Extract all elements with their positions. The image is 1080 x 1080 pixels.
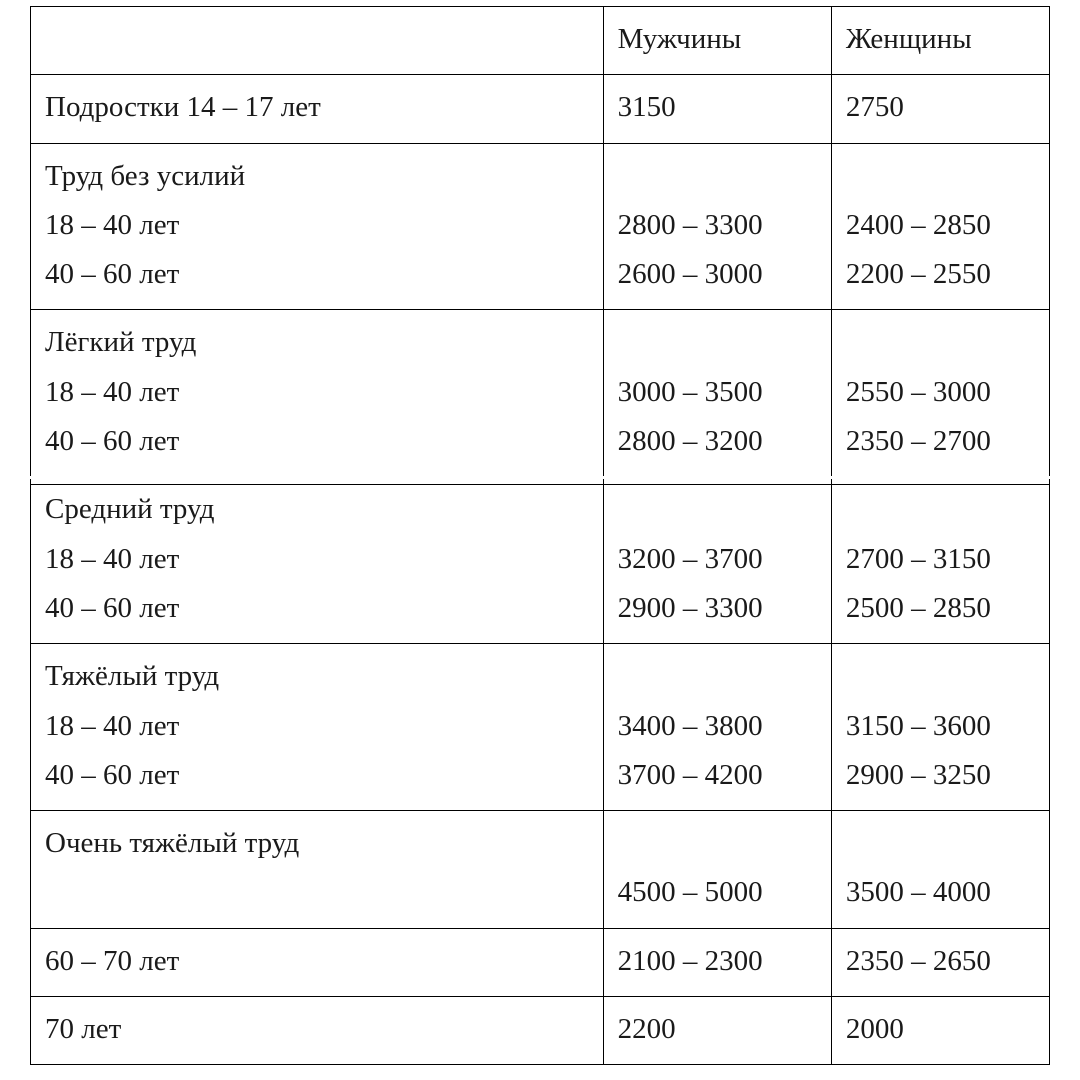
group-header: Труд без усилий <box>45 152 589 201</box>
group-header: Очень тяжёлый труд <box>45 819 589 868</box>
sub-value: 2200 – 2550 <box>846 250 1035 299</box>
sub-value: 2800 – 3200 <box>618 417 817 466</box>
sub-value: 3500 – 4000 <box>846 868 1035 917</box>
cell-women: 2000 <box>831 997 1049 1065</box>
sub-value: 3000 – 3500 <box>618 368 817 417</box>
sub-value: 2800 – 3300 <box>618 201 817 250</box>
sub-value: 2900 – 3300 <box>618 584 817 633</box>
sub-label: 40 – 60 лет <box>45 417 589 466</box>
row-label: 60 – 70 лет <box>31 928 604 996</box>
group-header: Лёгкий труд <box>45 318 589 367</box>
table-row: Тяжёлый труд 18 – 40 лет 40 – 60 лет 340… <box>31 644 1050 811</box>
cell-women: 2400 – 2850 2200 – 2550 <box>831 143 1049 310</box>
group-header: Тяжёлый труд <box>45 652 589 701</box>
cell-men: 4500 – 5000 <box>603 811 831 929</box>
table-row: Средний труд 18 – 40 лет 40 – 60 лет 320… <box>31 478 1050 644</box>
sub-value: 2500 – 2850 <box>846 584 1035 633</box>
table-row: Очень тяжёлый труд 4500 – 5000 3500 – 40… <box>31 811 1050 929</box>
sub-label: 18 – 40 лет <box>45 368 589 417</box>
calorie-table: Мужчины Женщины Подростки 14 – 17 лет 31… <box>30 6 1050 1065</box>
sub-label: 40 – 60 лет <box>45 250 589 299</box>
cell-men: 3200 – 3700 2900 – 3300 <box>603 478 831 644</box>
cell-men: 3400 – 3800 3700 – 4200 <box>603 644 831 811</box>
table-row: Лёгкий труд 18 – 40 лет 40 – 60 лет 3000… <box>31 310 1050 478</box>
sub-value: 2700 – 3150 <box>846 535 1035 584</box>
cell-women: 2350 – 2650 <box>831 928 1049 996</box>
row-label: Подростки 14 – 17 лет <box>31 75 604 143</box>
col-header-men: Мужчины <box>603 7 831 75</box>
col-header-empty <box>31 7 604 75</box>
sub-label: 18 – 40 лет <box>45 702 589 751</box>
sub-value: 2600 – 3000 <box>618 250 817 299</box>
sub-value: 3200 – 3700 <box>618 535 817 584</box>
sub-value: 3400 – 3800 <box>618 702 817 751</box>
sub-value: 2900 – 3250 <box>846 751 1035 800</box>
col-header-women: Женщины <box>831 7 1049 75</box>
table-row: 60 – 70 лет 2100 – 2300 2350 – 2650 <box>31 928 1050 996</box>
cell-women: 3500 – 4000 <box>831 811 1049 929</box>
row-label: 70 лет <box>31 997 604 1065</box>
table-row: Подростки 14 – 17 лет 3150 2750 <box>31 75 1050 143</box>
row-group: Лёгкий труд 18 – 40 лет 40 – 60 лет <box>31 310 604 478</box>
row-group: Тяжёлый труд 18 – 40 лет 40 – 60 лет <box>31 644 604 811</box>
group-header: Средний труд <box>45 485 589 534</box>
cell-women: 2550 – 3000 2350 – 2700 <box>831 310 1049 478</box>
cell-women: 2700 – 3150 2500 – 2850 <box>831 478 1049 644</box>
cell-women: 2750 <box>831 75 1049 143</box>
cell-men: 2800 – 3300 2600 – 3000 <box>603 143 831 310</box>
sub-value: 2350 – 2700 <box>846 417 1035 466</box>
row-group: Средний труд 18 – 40 лет 40 – 60 лет <box>31 478 604 644</box>
cell-men: 2100 – 2300 <box>603 928 831 996</box>
sub-value: 2550 – 3000 <box>846 368 1035 417</box>
sub-label: 40 – 60 лет <box>45 751 589 800</box>
sub-label: 40 – 60 лет <box>45 584 589 633</box>
cell-men: 3000 – 3500 2800 – 3200 <box>603 310 831 478</box>
cell-men: 2200 <box>603 997 831 1065</box>
table-row: Труд без усилий 18 – 40 лет 40 – 60 лет … <box>31 143 1050 310</box>
sub-value: 3700 – 4200 <box>618 751 817 800</box>
cell-men: 3150 <box>603 75 831 143</box>
table-row: 70 лет 2200 2000 <box>31 997 1050 1065</box>
row-group: Труд без усилий 18 – 40 лет 40 – 60 лет <box>31 143 604 310</box>
sub-label: 18 – 40 лет <box>45 201 589 250</box>
sub-value: 3150 – 3600 <box>846 702 1035 751</box>
sub-label: 18 – 40 лет <box>45 535 589 584</box>
table-row: Мужчины Женщины <box>31 7 1050 75</box>
sub-value: 4500 – 5000 <box>618 868 817 917</box>
row-group: Очень тяжёлый труд <box>31 811 604 929</box>
cell-women: 3150 – 3600 2900 – 3250 <box>831 644 1049 811</box>
sub-value: 2400 – 2850 <box>846 201 1035 250</box>
